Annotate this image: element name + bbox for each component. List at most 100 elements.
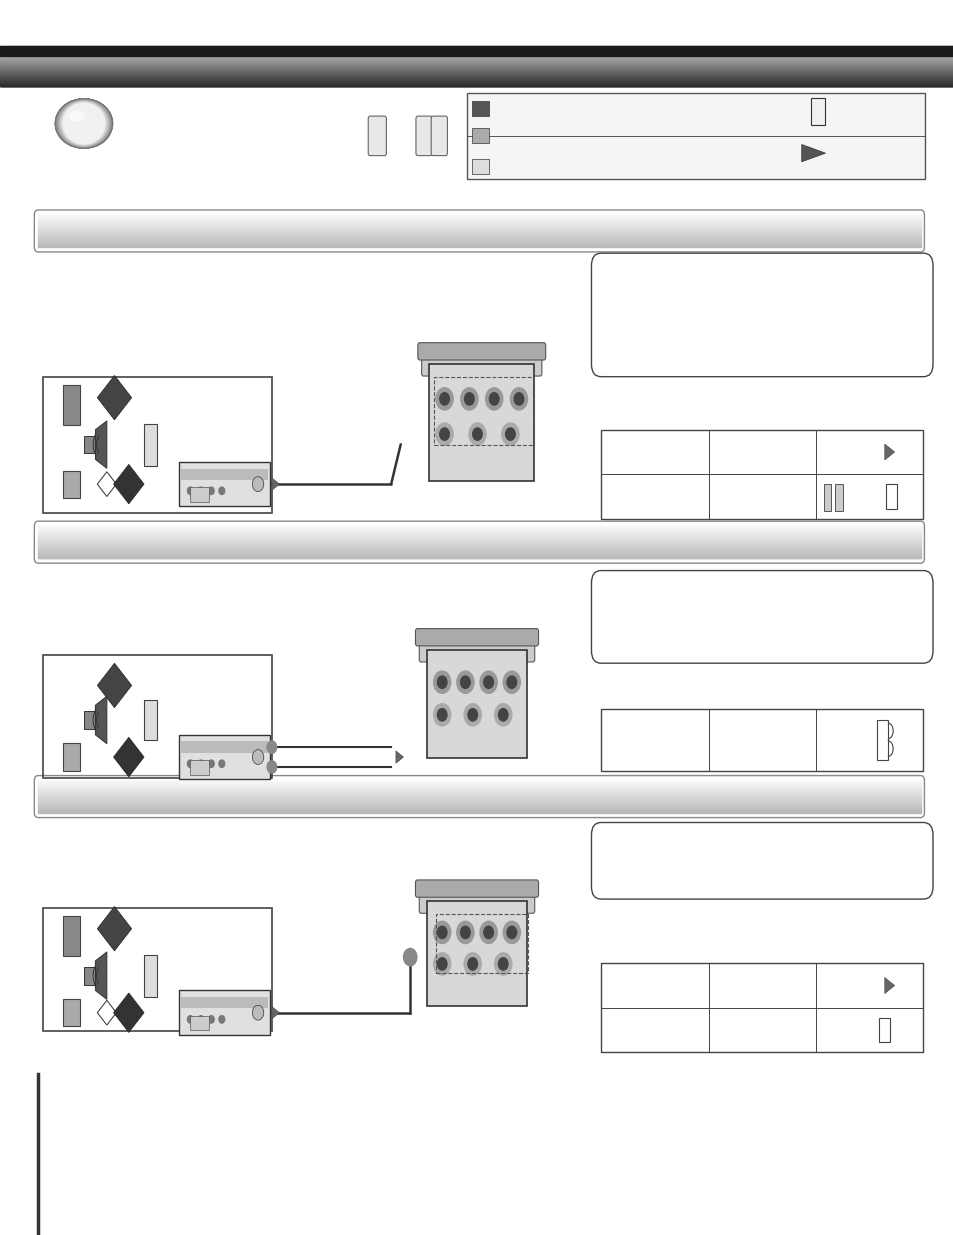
Bar [63,743,80,771]
Ellipse shape [57,100,111,147]
Circle shape [503,921,520,944]
Bar [84,711,95,729]
Bar [181,997,267,1008]
Ellipse shape [57,100,111,147]
Bar [190,760,209,774]
Ellipse shape [58,100,110,147]
Circle shape [507,926,516,939]
Bar [181,741,267,752]
Circle shape [463,704,480,726]
Bar [144,700,157,740]
Circle shape [483,926,493,939]
Ellipse shape [62,103,106,144]
Circle shape [436,676,446,688]
Ellipse shape [55,99,112,148]
Bar [43,377,272,513]
Polygon shape [113,993,144,1032]
Circle shape [436,422,453,445]
Bar [822,484,830,511]
Ellipse shape [56,99,112,148]
Circle shape [218,487,224,494]
Circle shape [433,921,451,944]
Ellipse shape [56,99,112,148]
Ellipse shape [56,99,112,148]
Ellipse shape [62,103,106,144]
Ellipse shape [60,101,108,146]
Polygon shape [801,144,824,162]
Ellipse shape [61,103,107,144]
Ellipse shape [58,101,110,146]
Ellipse shape [60,101,108,146]
Ellipse shape [55,99,112,148]
Bar [436,914,527,973]
FancyBboxPatch shape [417,342,545,361]
Circle shape [456,671,474,693]
Circle shape [469,422,486,445]
Ellipse shape [62,103,106,144]
Bar [84,436,95,453]
Circle shape [208,1015,213,1023]
Ellipse shape [57,100,111,147]
Circle shape [510,388,527,410]
Ellipse shape [60,101,108,146]
Polygon shape [97,1000,116,1025]
Bar [63,999,80,1026]
Circle shape [187,487,193,494]
Circle shape [479,921,497,944]
Ellipse shape [63,103,105,144]
Circle shape [497,958,507,971]
Bar [43,655,272,778]
Bar [434,377,534,445]
Bar [427,650,526,758]
Circle shape [436,388,453,410]
Ellipse shape [61,103,107,144]
Ellipse shape [57,100,111,147]
Circle shape [198,487,204,494]
Ellipse shape [61,103,107,144]
Polygon shape [395,751,403,763]
Bar [810,99,824,126]
Ellipse shape [58,100,110,147]
Ellipse shape [57,100,111,147]
Ellipse shape [62,103,106,144]
Ellipse shape [70,111,84,121]
Circle shape [218,1015,224,1023]
Circle shape [479,671,497,693]
Ellipse shape [58,100,110,147]
Ellipse shape [59,101,109,146]
Polygon shape [95,697,107,743]
FancyBboxPatch shape [419,887,534,914]
Bar [879,1018,889,1042]
Bar [600,963,923,1052]
Circle shape [267,761,276,773]
Ellipse shape [56,99,112,148]
Ellipse shape [64,104,104,143]
Circle shape [439,393,449,405]
Bar [178,735,269,779]
Bar [0,46,953,56]
FancyBboxPatch shape [431,116,447,156]
Ellipse shape [63,104,105,143]
FancyBboxPatch shape [415,629,537,646]
Ellipse shape [59,101,109,146]
Ellipse shape [61,103,107,144]
Bar [190,487,209,501]
Ellipse shape [60,101,108,146]
Circle shape [460,388,477,410]
Ellipse shape [56,100,112,148]
Circle shape [198,1015,204,1023]
Polygon shape [113,737,144,777]
Circle shape [505,427,515,440]
Bar [472,159,489,174]
Bar [467,93,924,179]
Polygon shape [883,445,894,461]
Circle shape [460,926,470,939]
Circle shape [514,393,523,405]
Polygon shape [97,663,132,708]
Ellipse shape [64,104,104,143]
Bar [876,720,887,760]
Ellipse shape [63,104,105,143]
Bar [178,462,269,506]
Circle shape [436,926,446,939]
Bar [178,990,269,1035]
